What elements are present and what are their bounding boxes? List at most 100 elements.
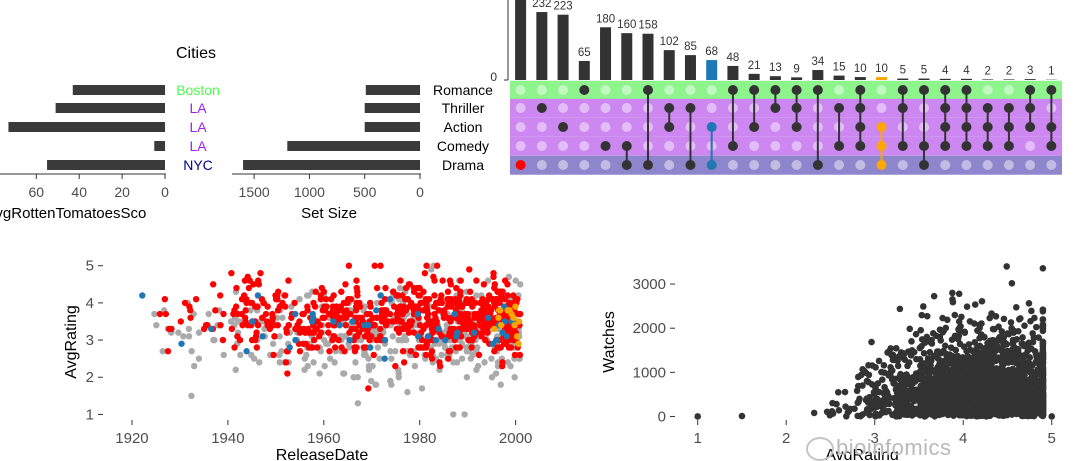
scatter1-point <box>367 311 373 317</box>
scatter1-point <box>387 311 393 317</box>
scatter2-point <box>836 407 843 414</box>
scatter2-point <box>1021 322 1028 329</box>
scatter1-point <box>254 303 260 309</box>
intersection-label-9: 68 <box>705 46 718 58</box>
matrix-empty-dot <box>558 85 568 95</box>
scatter1-point <box>515 341 521 347</box>
scatter1-point <box>287 344 293 350</box>
matrix-empty-dot <box>685 85 695 95</box>
intersection-y-tick-label: 0 <box>490 70 497 84</box>
scatter1-point <box>292 311 298 317</box>
scatter1-point <box>257 270 263 276</box>
scatter2-point <box>990 374 997 381</box>
scatter1-point <box>405 296 411 302</box>
cities-x-tick-label-0: 0 <box>161 184 169 200</box>
scatter2-point <box>1031 370 1038 377</box>
scatter2-point <box>1040 380 1047 387</box>
scatter2-point <box>811 410 818 417</box>
matrix-filled-dot <box>940 103 950 113</box>
matrix-filled-dot <box>919 160 929 170</box>
scatter1-point <box>481 359 487 365</box>
matrix-empty-dot <box>537 160 547 170</box>
scatter2-point <box>865 379 872 386</box>
matrix-empty-dot <box>516 141 526 151</box>
scatter1-point <box>484 329 490 335</box>
scatter1-x-tick-label-3: 1980 <box>403 430 436 447</box>
matrix-filled-dot <box>770 85 780 95</box>
matrix-empty-dot <box>601 160 611 170</box>
matrix-empty-dot <box>1025 160 1035 170</box>
intersection-bar-10 <box>727 66 738 80</box>
matrix-filled-dot <box>1046 141 1056 151</box>
intersection-bar-7 <box>664 50 675 80</box>
scatter1-point <box>491 326 497 332</box>
scatter1-point <box>233 367 239 373</box>
scatter2-point <box>1040 399 1047 406</box>
scatter2-point <box>1040 265 1047 272</box>
intersection-bar-5 <box>621 33 632 80</box>
scatter1-point <box>276 352 282 358</box>
scatter1-point <box>481 281 487 287</box>
matrix-filled-dot <box>622 160 632 170</box>
scatter1-point <box>439 277 445 283</box>
scatter2-point <box>890 357 897 364</box>
scatter2-point <box>917 345 924 352</box>
intersection-label-16: 10 <box>854 63 867 75</box>
scatter1-point <box>277 359 283 365</box>
scatter1-point <box>401 303 407 309</box>
scatter2-point <box>986 315 993 322</box>
scatter1-point <box>395 292 401 298</box>
intersection-bar-12 <box>770 76 781 80</box>
scatter1-y-tick-label-1: 2 <box>86 369 94 386</box>
cities-x-axis-label: AvgRottenTomatoesSco <box>0 205 146 222</box>
scatter1-point <box>391 303 397 309</box>
matrix-filled-dot <box>855 85 865 95</box>
scatter2-point <box>1009 280 1016 287</box>
scatter1-point <box>330 292 336 298</box>
matrix-filled-dot <box>877 122 887 132</box>
matrix-filled-dot <box>1004 122 1014 132</box>
scatter1-point <box>498 322 504 328</box>
scatter1-point <box>445 289 451 295</box>
scatter1-point <box>516 318 522 324</box>
scatter1-point <box>419 385 425 391</box>
scatter1-point <box>510 315 516 321</box>
scatter1-point <box>366 367 372 373</box>
scatter1-point <box>350 374 356 380</box>
scatter1-point <box>451 311 457 317</box>
matrix-filled-dot <box>1046 85 1056 95</box>
scatter1-point <box>499 359 505 365</box>
matrix-row-bg-1 <box>510 99 1062 118</box>
intersection-bar-14 <box>812 70 823 80</box>
scatter2-point <box>924 313 931 320</box>
scatter1-point <box>397 277 403 283</box>
scatter1-point <box>372 381 378 387</box>
matrix-filled-dot <box>919 85 929 95</box>
scatter1-point <box>191 363 197 369</box>
set-name-3: Comedy <box>437 138 489 154</box>
set-name-4: Drama <box>442 157 484 173</box>
scatter2-point <box>1001 376 1008 383</box>
scatter2-point <box>1030 403 1037 410</box>
scatter1-point <box>461 411 467 417</box>
matrix-filled-dot <box>792 122 802 132</box>
matrix-empty-dot <box>579 103 589 113</box>
matrix-filled-dot <box>940 85 950 95</box>
matrix-filled-dot <box>643 85 653 95</box>
scatter1-point <box>245 274 251 280</box>
scatter2-point <box>962 391 969 398</box>
scatter1-point <box>368 333 374 339</box>
scatter2-point <box>993 313 1000 320</box>
scatter1-point <box>390 333 396 339</box>
scatter2-point <box>1019 340 1026 347</box>
scatter1-point <box>397 285 403 291</box>
cities-title: Cities <box>176 45 216 62</box>
intersection-label-25: 1 <box>1048 66 1054 78</box>
scatter2-point <box>842 403 849 410</box>
intersection-label-8: 85 <box>684 41 697 53</box>
scatter2-point <box>923 411 930 418</box>
scatter2-point <box>1017 357 1024 364</box>
scatter2-point <box>931 378 938 385</box>
